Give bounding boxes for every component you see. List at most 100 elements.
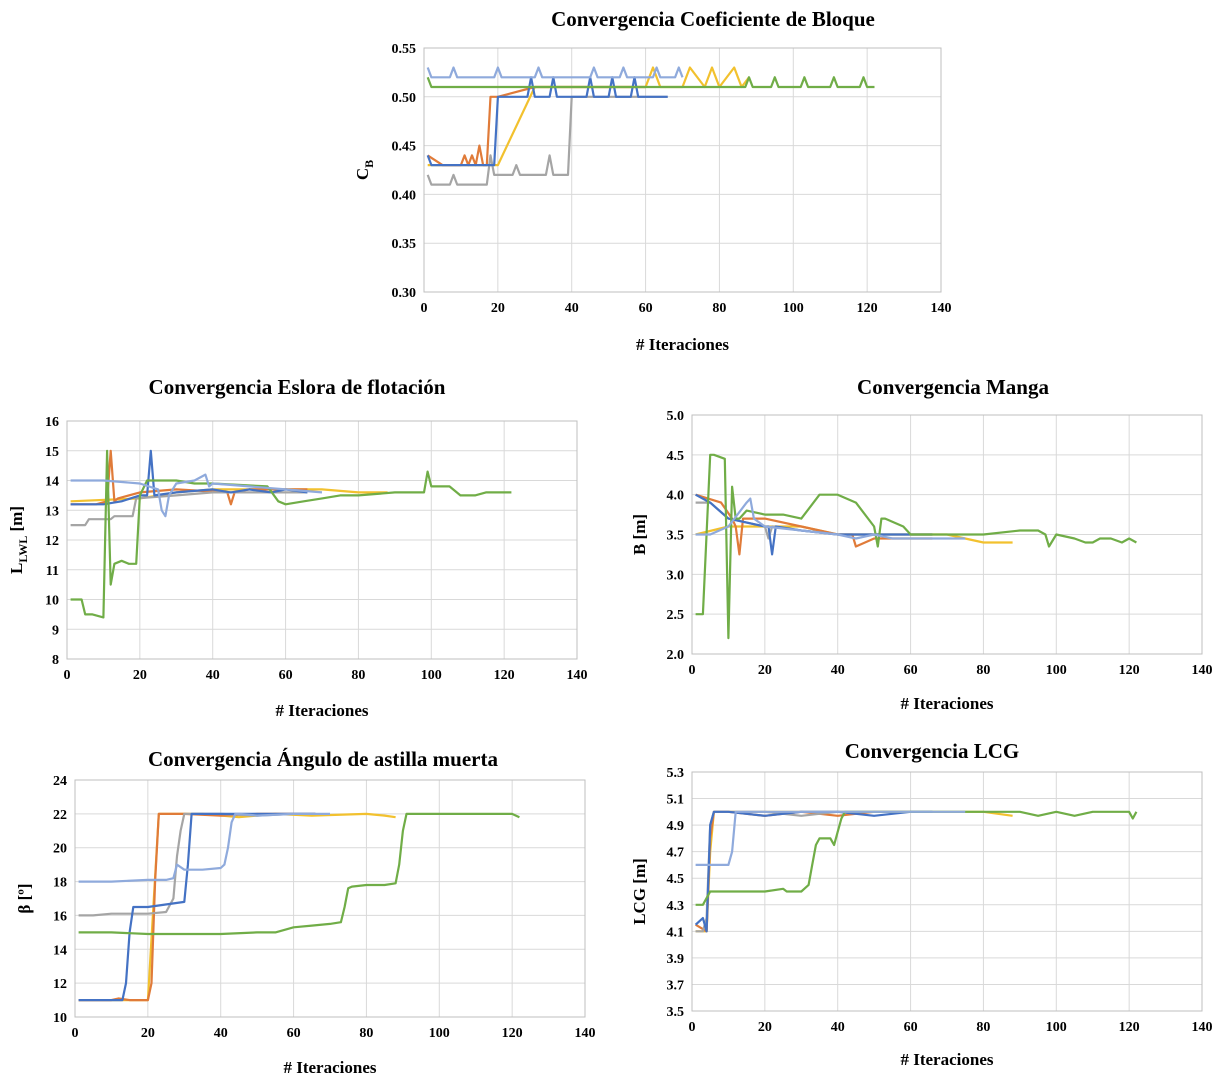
y-tick-label: 16 [45,415,59,430]
x-tick-label: 60 [279,668,293,683]
y-axis-label-unit: [m] [7,506,26,536]
series-line-orange [427,85,646,167]
series-line-green [695,453,1137,640]
series-line-green [426,76,875,89]
x-tick-label: 40 [206,668,220,683]
series-line-blue [70,449,308,506]
y-tick-label: 0.30 [392,286,417,301]
y-axis-label: CB [353,160,376,180]
y-axis-label-subscript: B [362,160,376,168]
y-axis-label: LCG [m] [630,858,649,925]
chart-title: Convergencia LCG [845,739,1019,763]
series-line-orange [695,810,933,933]
y-tick-label: 15 [45,445,59,460]
plot-area [423,47,942,293]
y-tick-label: 20 [53,842,67,857]
y-tick-label: 0.50 [392,91,417,106]
x-tick-label: 40 [565,301,579,316]
x-tick-label: 20 [491,301,505,316]
x-axis-label: # Iteraciones [275,701,368,720]
x-tick-label: 20 [141,1026,155,1041]
series-line-gray [426,95,668,186]
x-tick-label: 140 [575,1026,596,1041]
y-tick-label: 4.1 [667,925,685,940]
y-tick-label: 5.0 [667,409,685,424]
y-tick-label: 3.0 [667,568,685,583]
chart-beta: Convergencia Ángulo de astilla muerta 0 20… [15,747,596,1077]
x-tick-label: 40 [831,663,845,678]
plot-area [691,771,1203,1012]
x-tick-label: 100 [429,1026,450,1041]
x-tick-label: 0 [64,668,71,683]
x-tick-label: 140 [1192,1020,1213,1035]
x-axis-label: # Iteraciones [636,335,729,354]
x-tick-label: 80 [976,663,990,678]
y-tick-label: 0.55 [392,42,417,57]
y-axis-label: B [m] [630,514,649,555]
series-line-lightblue [695,497,966,540]
x-tick-label: 80 [351,668,365,683]
series-line-blue [426,76,668,167]
series-line-lightblue [695,810,966,867]
chart-title: Convergencia Eslora de flotación [149,375,446,399]
x-tick-label: 80 [976,1020,990,1035]
series-line-blue [78,812,316,1002]
x-tick-label: 40 [831,1020,845,1035]
y-tick-label: 2.5 [667,608,685,623]
y-tick-label: 14 [45,475,59,490]
y-tick-label: 11 [46,564,59,579]
x-axis-label: # Iteraciones [283,1058,376,1077]
x-tick-label: 100 [421,668,442,683]
x-tick-label: 20 [133,668,147,683]
y-tick-label: 18 [53,876,67,891]
x-tick-label: 60 [287,1026,301,1041]
y-tick-label: 4.5 [667,449,685,464]
x-tick-label: 0 [421,301,428,316]
x-tick-label: 0 [689,1020,696,1035]
x-tick-label: 60 [904,1020,918,1035]
series-line-yellow [695,810,1013,933]
x-tick-label: 120 [502,1026,523,1041]
y-tick-label: 24 [53,774,67,789]
y-axis-label-main: B [m] [630,514,649,555]
x-tick-label: 140 [931,301,952,316]
y-tick-label: 2.0 [667,648,685,663]
y-tick-label: 12 [53,977,67,992]
series-line-green [78,812,520,936]
x-tick-label: 0 [689,663,696,678]
x-tick-label: 60 [639,301,653,316]
chart-manga: Convergencia Manga 0 20 40 60 80 100 120 140 2.0 2… [630,375,1213,713]
x-tick-label: 40 [214,1026,228,1041]
y-tick-label: 8 [52,653,59,668]
y-tick-label: 4.0 [667,489,685,504]
plot-area [66,420,578,660]
plot-area [691,414,1203,655]
series-line-gray [78,812,316,917]
chart-title: Convergencia Ángulo de astilla muerta [148,747,498,771]
series-line-blue [694,810,933,933]
y-tick-label: 5.3 [667,766,685,781]
series-line-lightblue [78,812,330,883]
y-tick-label: 13 [45,504,59,519]
x-tick-label: 0 [72,1026,79,1041]
chart-title: Convergencia Coeficiente de Bloque [551,7,875,31]
x-tick-label: 80 [712,301,726,316]
y-axis-label-main: C [353,168,372,180]
series-line-gray [695,810,933,933]
y-tick-label: 3.5 [667,1005,685,1020]
y-tick-label: 14 [53,943,67,958]
x-tick-label: 120 [857,301,878,316]
series-line-lightblue [426,66,684,79]
y-tick-label: 3.7 [667,978,685,993]
x-tick-label: 120 [494,668,515,683]
y-axis-label-main: β [º] [15,883,34,913]
y-tick-label: 10 [45,594,59,609]
y-axis-label-main: L [7,563,26,574]
x-tick-label: 80 [359,1026,373,1041]
y-tick-label: 16 [53,909,67,924]
y-tick-label: 4.9 [667,819,685,834]
x-axis-label: # Iteraciones [900,694,993,713]
series-line-lightblue [70,473,323,518]
x-tick-label: 120 [1119,1020,1140,1035]
